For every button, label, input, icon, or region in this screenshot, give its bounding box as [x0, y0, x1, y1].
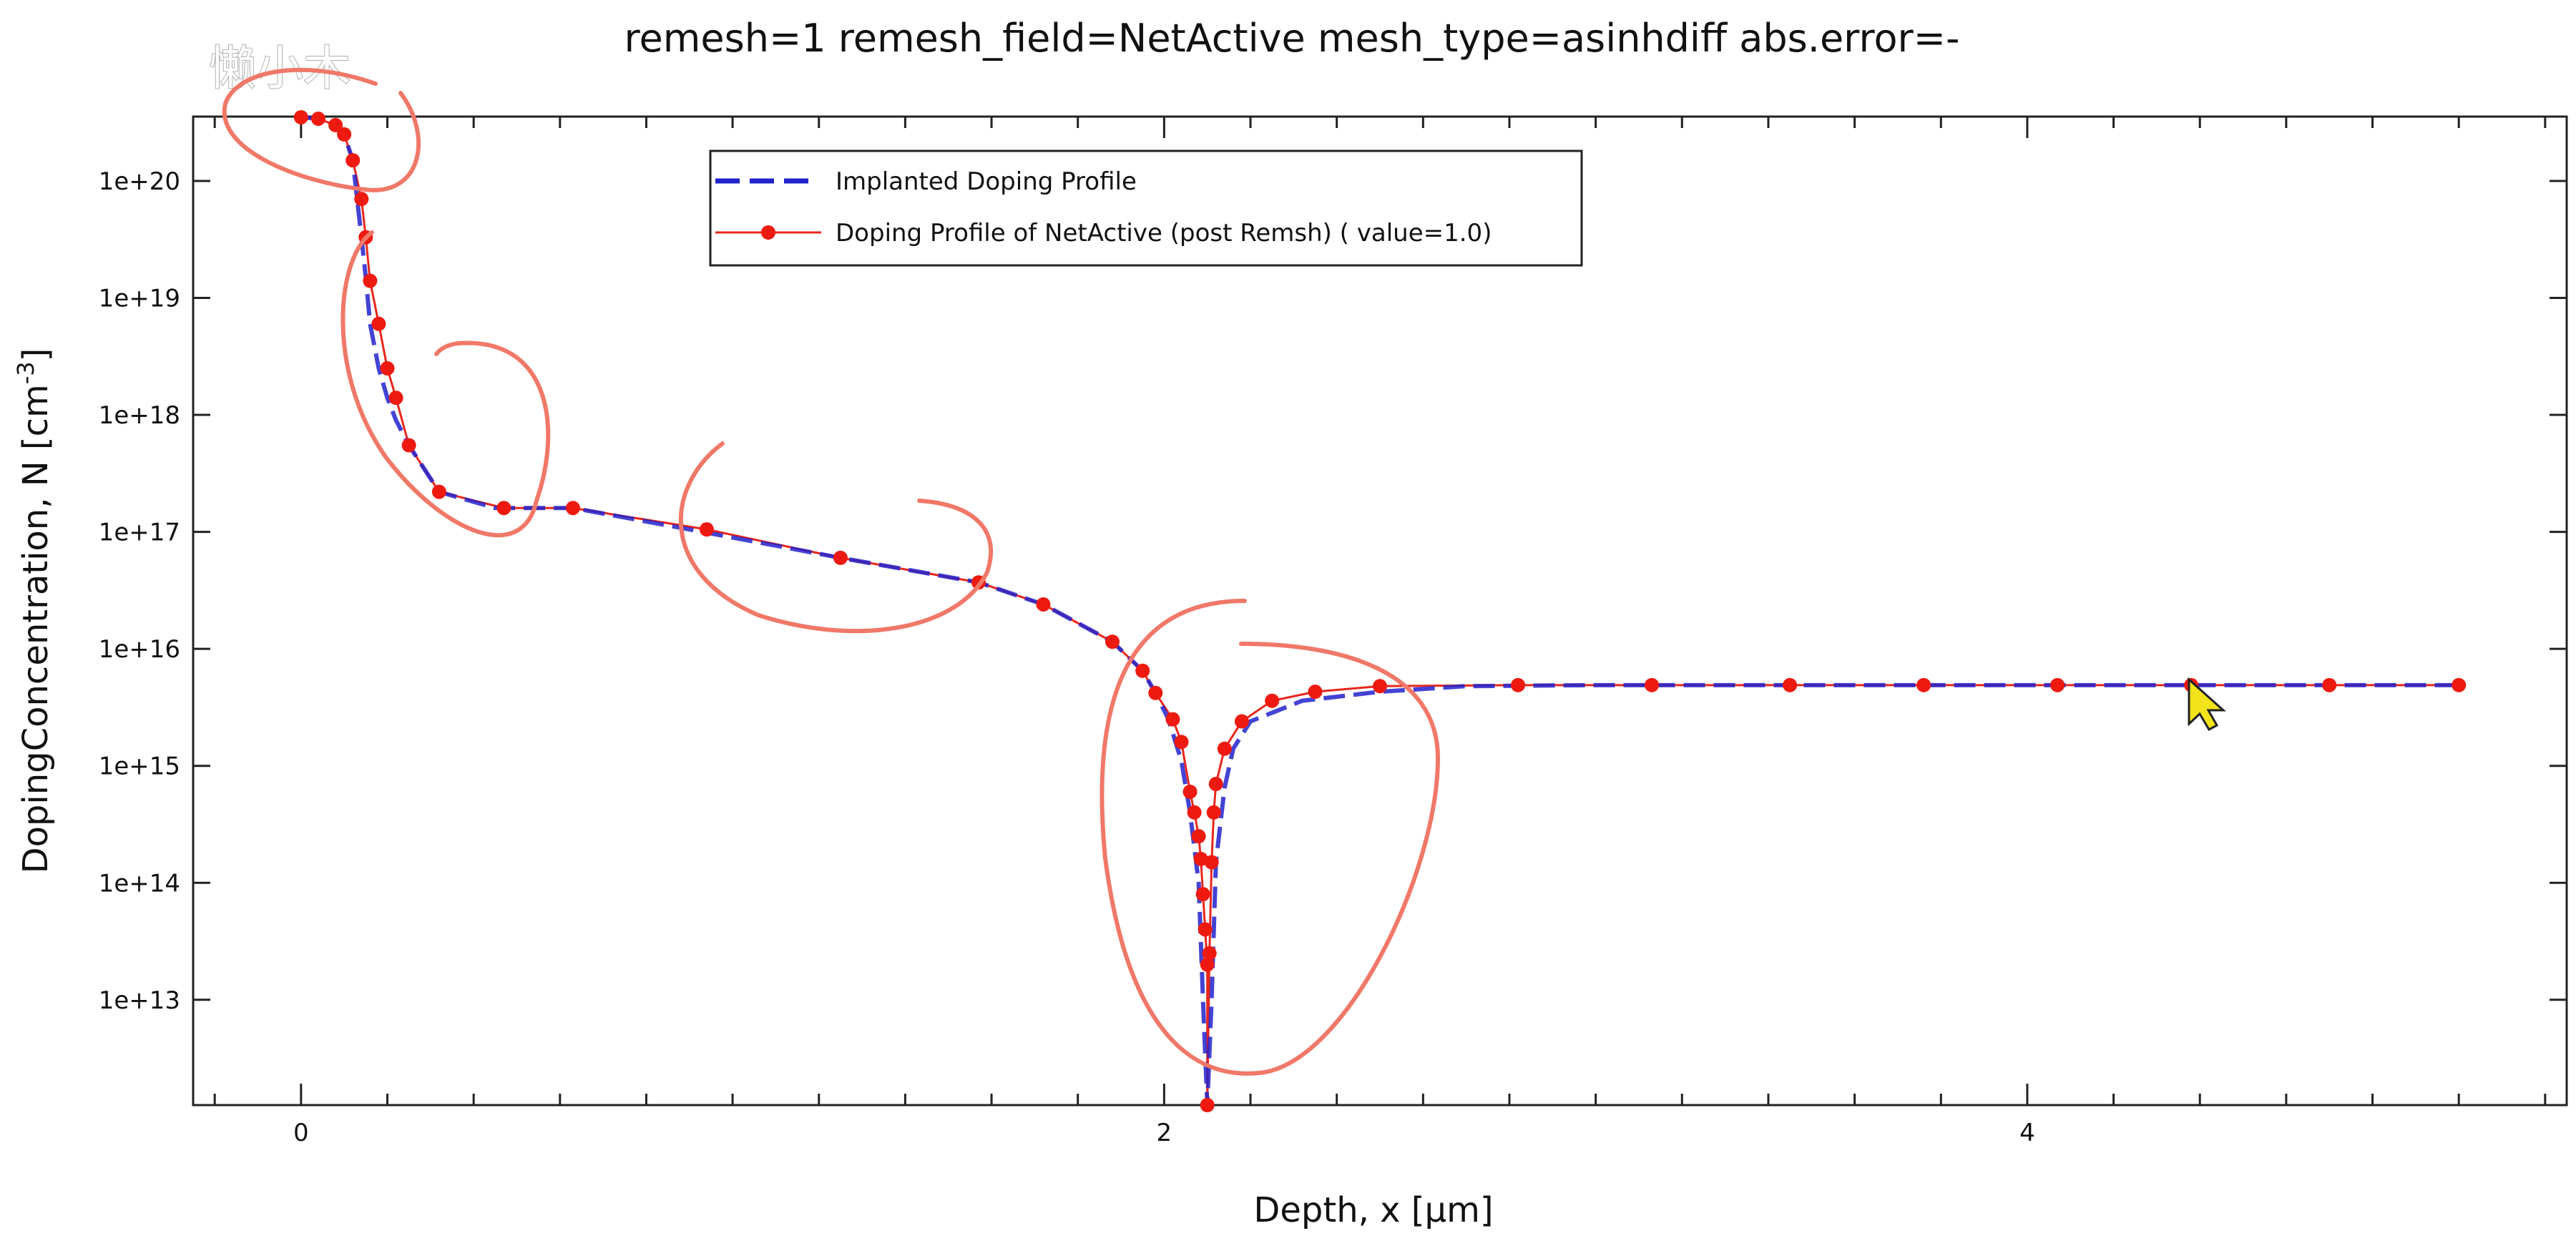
- data-point-netactive: [1148, 685, 1163, 700]
- y-axis: 1e+13 1e+14 1e+15 1e+16 1e+17 1e+18 1e+19 1e+20: [99, 167, 2567, 1015]
- legend: Implanted Doping Profile Doping Profile …: [709, 149, 1583, 267]
- data-point-netactive: [371, 316, 386, 331]
- data-point-netactive: [388, 391, 403, 406]
- data-point-netactive: [1373, 679, 1387, 694]
- data-point-netactive: [2050, 677, 2065, 692]
- watermark-text: 懒小木: [209, 41, 351, 96]
- data-point-netactive: [1217, 741, 1232, 756]
- x-axis-label: Depth, x [μm]: [1253, 1190, 1493, 1230]
- y-tick-label: 1e+17: [99, 519, 180, 547]
- data-point-netactive: [1187, 805, 1202, 820]
- data-point-netactive: [1165, 712, 1180, 727]
- y-tick-label: 1e+14: [99, 869, 180, 898]
- x-tick-label: 2: [1157, 1119, 1172, 1147]
- data-point-netactive: [1193, 851, 1208, 866]
- y-axis-label: DopingConcentration, N [cm-3]: [12, 348, 56, 874]
- data-point-netactive: [1200, 957, 1215, 972]
- data-point-netactive: [1174, 735, 1189, 750]
- annotation-circle-1: [222, 67, 421, 192]
- mouse-cursor-icon: [2188, 677, 2226, 732]
- annotation-circle-3: [678, 441, 993, 634]
- plot-area: [192, 115, 2568, 1107]
- legend-marker-netactive: [761, 225, 775, 240]
- chart-title: remesh=1 remesh_field=NetActive mesh_typ…: [625, 16, 1960, 61]
- handwritten-annotations: [222, 67, 1441, 1076]
- data-point-netactive: [1206, 805, 1221, 820]
- data-point-netactive: [1308, 685, 1323, 700]
- data-point-netactive: [1182, 784, 1198, 799]
- y-tick-label: 1e+16: [99, 635, 180, 664]
- data-point-netactive: [337, 127, 352, 142]
- legend-box: [709, 149, 1583, 267]
- data-point-netactive: [1916, 677, 1931, 692]
- data-point-netactive: [328, 117, 343, 132]
- data-point-netactive: [1105, 634, 1120, 649]
- data-point-netactive: [496, 501, 511, 516]
- data-point-netactive: [354, 192, 369, 207]
- x-tick-label: 0: [293, 1119, 309, 1147]
- data-point-netactive: [1645, 677, 1660, 692]
- data-point-netactive: [1191, 829, 1206, 844]
- data-point-netactive: [1202, 946, 1217, 961]
- data-point-netactive: [346, 153, 361, 168]
- y-axis-label-end: ]: [16, 348, 56, 362]
- y-tick-label: 1e+19: [99, 285, 180, 313]
- data-point-netactive: [1135, 663, 1150, 678]
- y-tick-label: 1e+18: [99, 401, 180, 430]
- data-point-netactive: [833, 550, 848, 565]
- data-point-netactive: [1511, 677, 1526, 692]
- y-tick-label: 1e+13: [99, 986, 180, 1015]
- data-point-netactive: [293, 109, 308, 124]
- data-point-netactive: [2452, 677, 2467, 692]
- x-tick-label: 4: [2019, 1119, 2035, 1147]
- data-point-netactive: [2322, 677, 2337, 692]
- data-point-netactive: [699, 522, 714, 537]
- data-point-netactive: [1234, 714, 1249, 729]
- data-point-netactive: [1195, 887, 1210, 902]
- data-point-netactive: [1208, 777, 1223, 792]
- series-line-implanted: [300, 114, 2459, 1106]
- y-axis-label-main: DopingConcentration, N [cm: [16, 384, 56, 873]
- data-point-netactive: [1204, 855, 1219, 870]
- data-point-netactive: [1200, 1098, 1215, 1112]
- data-point-netactive: [1036, 597, 1051, 612]
- data-point-netactive: [1198, 922, 1213, 937]
- data-point-netactive: [401, 438, 416, 453]
- data-point-netactive: [1265, 693, 1280, 708]
- y-axis-label-exponent: -3: [12, 361, 39, 384]
- data-point-netactive: [363, 273, 378, 288]
- data-point-netactive: [1783, 677, 1798, 692]
- data-point-netactive: [431, 484, 446, 499]
- legend-label-implanted: Implanted Doping Profile: [836, 167, 1137, 196]
- y-tick-label: 1e+15: [99, 752, 180, 781]
- series-layer: [293, 109, 2467, 1112]
- x-axis: 0 2 4: [213, 117, 2547, 1147]
- data-point-netactive: [380, 360, 395, 376]
- legend-label-netactive: Doping Profile of NetActive (post Remsh)…: [836, 219, 1492, 247]
- annotation-circle-4: [1100, 599, 1441, 1076]
- data-point-netactive: [310, 112, 325, 127]
- annotation-circle-2: [341, 230, 551, 538]
- y-tick-label: 1e+20: [99, 167, 180, 196]
- data-point-netactive: [565, 501, 580, 516]
